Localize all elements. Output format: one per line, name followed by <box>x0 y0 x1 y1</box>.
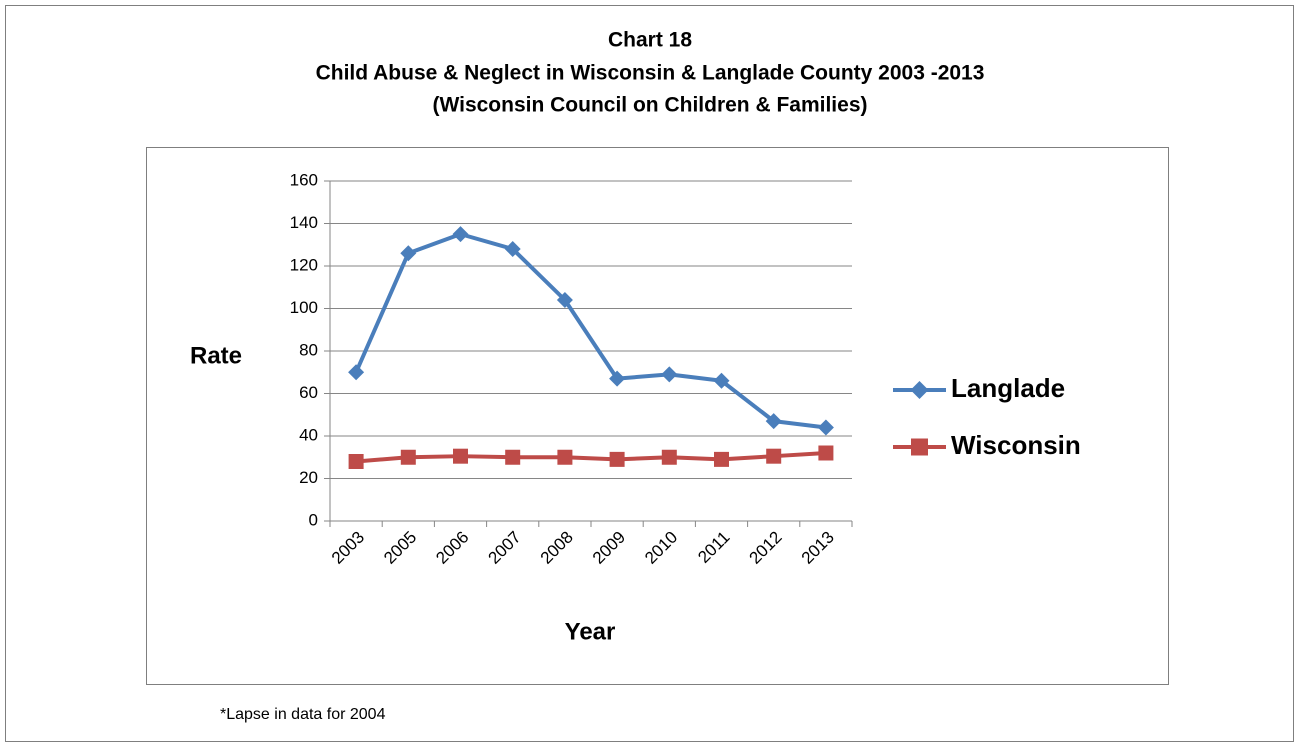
data-point <box>609 451 625 467</box>
data-point <box>713 372 730 389</box>
y-axis-title: Rate <box>190 342 242 369</box>
legend-marker <box>910 381 929 399</box>
legend-label: Wisconsin <box>951 430 1081 460</box>
data-point <box>714 451 729 467</box>
chart-frame <box>146 147 1169 685</box>
y-tick-label: 20 <box>299 468 318 487</box>
data-point <box>348 454 364 469</box>
data-point <box>609 370 626 387</box>
footnote: *Lapse in data for 2004 <box>220 706 386 723</box>
y-tick-label: 40 <box>299 425 318 444</box>
y-tick-label: 80 <box>299 340 318 359</box>
data-point <box>400 449 416 465</box>
data-point <box>453 448 468 464</box>
data-point <box>556 292 573 308</box>
data-point <box>452 226 469 243</box>
data-point <box>661 366 678 383</box>
data-point <box>765 413 782 430</box>
data-point <box>766 448 782 464</box>
data-point <box>817 419 834 436</box>
y-tick-label: 160 <box>290 170 318 189</box>
y-tick-label: 120 <box>290 255 318 274</box>
data-point <box>661 449 677 465</box>
data-point <box>818 445 834 461</box>
data-point <box>505 449 521 465</box>
y-tick-label: 100 <box>290 298 318 317</box>
y-tick-label: 140 <box>290 213 318 232</box>
y-tick-label: 0 <box>309 510 318 529</box>
chart-subtitle: Child Abuse & Neglect in Wisconsin & Lan… <box>316 62 985 85</box>
data-point <box>504 241 521 257</box>
data-point <box>400 245 417 262</box>
series-line <box>354 232 827 430</box>
data-point <box>557 449 573 465</box>
chart-title: Chart 18 <box>608 29 692 52</box>
chart-source: (Wisconsin Council on Children & Familie… <box>432 94 867 117</box>
legend-marker <box>911 438 928 456</box>
y-tick-label: 60 <box>299 383 318 402</box>
data-point <box>348 364 365 381</box>
series-line <box>355 451 827 464</box>
legend-label: Langlade <box>951 373 1065 403</box>
x-axis-title: Year <box>565 618 616 645</box>
